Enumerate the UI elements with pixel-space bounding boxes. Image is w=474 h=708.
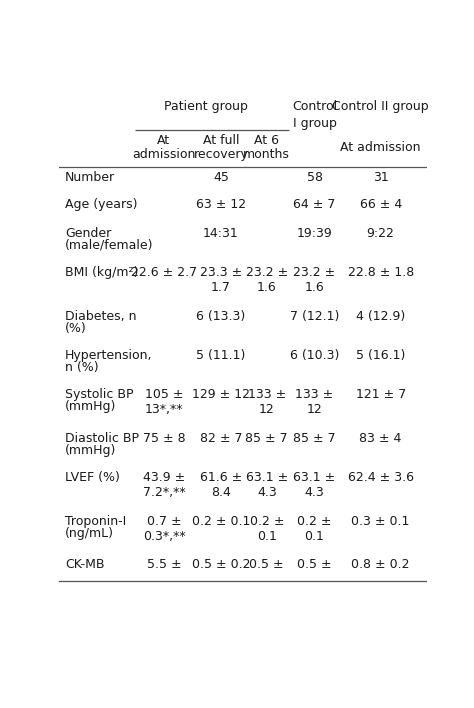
- Text: At admission: At admission: [340, 141, 421, 154]
- Text: (male/female): (male/female): [65, 239, 153, 252]
- Text: 0.5 ±: 0.5 ±: [297, 558, 332, 571]
- Text: Diabetes, n: Diabetes, n: [65, 309, 136, 323]
- Text: 85 ± 7: 85 ± 7: [293, 432, 336, 445]
- Text: 0.8 ± 0.2: 0.8 ± 0.2: [351, 558, 410, 571]
- Text: 6 (10.3): 6 (10.3): [290, 349, 339, 362]
- Text: 63 ± 12: 63 ± 12: [196, 198, 246, 212]
- Text: 5 (16.1): 5 (16.1): [356, 349, 405, 362]
- Text: At full: At full: [202, 134, 239, 147]
- Text: 62.4 ± 3.6: 62.4 ± 3.6: [348, 471, 414, 484]
- Text: 45: 45: [213, 171, 229, 184]
- Text: Hypertension,: Hypertension,: [65, 349, 152, 362]
- Text: At: At: [157, 134, 171, 147]
- Text: Age (years): Age (years): [65, 198, 137, 212]
- Text: 14:31: 14:31: [203, 227, 239, 240]
- Text: admission: admission: [132, 148, 196, 161]
- Text: 0.2 ± 0.1: 0.2 ± 0.1: [191, 515, 250, 527]
- Text: Troponin-I: Troponin-I: [65, 515, 126, 527]
- Text: 61.6 ±
8.4: 61.6 ± 8.4: [200, 471, 242, 499]
- Text: 0.2 ±
0.1: 0.2 ± 0.1: [249, 515, 284, 542]
- Text: 7 (12.1): 7 (12.1): [290, 309, 339, 323]
- Text: 129 ± 12: 129 ± 12: [192, 388, 250, 401]
- Text: 9:22: 9:22: [367, 227, 395, 240]
- Text: 19:39: 19:39: [297, 227, 332, 240]
- Text: 63.1 ±
4.3: 63.1 ± 4.3: [293, 471, 336, 499]
- Text: 75 ± 8: 75 ± 8: [143, 432, 185, 445]
- Text: n (%): n (%): [65, 361, 99, 374]
- Text: recovery: recovery: [193, 148, 248, 161]
- Text: 23.3 ±
1.7: 23.3 ± 1.7: [200, 266, 242, 294]
- Text: 5.5 ±: 5.5 ±: [146, 558, 181, 571]
- Text: At 6: At 6: [255, 134, 279, 147]
- Text: 83 ± 4: 83 ± 4: [359, 432, 402, 445]
- Text: BMI (kg/m²): BMI (kg/m²): [65, 266, 138, 279]
- Text: 4 (12.9): 4 (12.9): [356, 309, 405, 323]
- Text: Patient group: Patient group: [164, 101, 248, 113]
- Text: 0.7 ±
0.3*,**: 0.7 ± 0.3*,**: [143, 515, 185, 542]
- Text: 22.8 ± 1.8: 22.8 ± 1.8: [347, 266, 414, 279]
- Text: 66 ± 4: 66 ± 4: [360, 198, 402, 212]
- Text: 23.2 ±
1.6: 23.2 ± 1.6: [293, 266, 336, 294]
- Text: 0.2 ±
0.1: 0.2 ± 0.1: [297, 515, 332, 542]
- Text: (%): (%): [65, 321, 87, 335]
- Text: 133 ±
12: 133 ± 12: [295, 388, 334, 416]
- Text: 0.3 ± 0.1: 0.3 ± 0.1: [352, 515, 410, 527]
- Text: 22.6 ± 2.7: 22.6 ± 2.7: [131, 266, 197, 279]
- Text: 5 (11.1): 5 (11.1): [196, 349, 246, 362]
- Text: Control II group: Control II group: [332, 101, 429, 113]
- Text: months: months: [243, 148, 290, 161]
- Text: I group: I group: [292, 117, 337, 130]
- Text: (mmHg): (mmHg): [65, 444, 116, 457]
- Text: (ng/mL): (ng/mL): [65, 527, 114, 539]
- Text: 121 ± 7: 121 ± 7: [356, 388, 406, 401]
- Text: Number: Number: [65, 171, 115, 184]
- Text: 31: 31: [373, 171, 389, 184]
- Text: 133 ±
12: 133 ± 12: [248, 388, 286, 416]
- Text: Systolic BP: Systolic BP: [65, 388, 133, 401]
- Text: Gender: Gender: [65, 227, 111, 240]
- Text: LVEF (%): LVEF (%): [65, 471, 119, 484]
- Text: 0.5 ± 0.2: 0.5 ± 0.2: [191, 558, 250, 571]
- Text: 64 ± 7: 64 ± 7: [293, 198, 336, 212]
- Text: 6 (13.3): 6 (13.3): [196, 309, 246, 323]
- Text: (mmHg): (mmHg): [65, 400, 116, 413]
- Text: CK-MB: CK-MB: [65, 558, 104, 571]
- Text: 85 ± 7: 85 ± 7: [246, 432, 288, 445]
- Text: 43.9 ±
7.2*,**: 43.9 ± 7.2*,**: [143, 471, 185, 499]
- Text: 0.5 ±: 0.5 ±: [249, 558, 284, 571]
- Text: 105 ±
13*,**: 105 ± 13*,**: [145, 388, 183, 416]
- Text: Diastolic BP: Diastolic BP: [65, 432, 139, 445]
- Text: 82 ± 7: 82 ± 7: [200, 432, 242, 445]
- Text: Control: Control: [292, 101, 337, 113]
- Text: 23.2 ±
1.6: 23.2 ± 1.6: [246, 266, 288, 294]
- Text: 63.1 ±
4.3: 63.1 ± 4.3: [246, 471, 288, 499]
- Text: 58: 58: [307, 171, 323, 184]
